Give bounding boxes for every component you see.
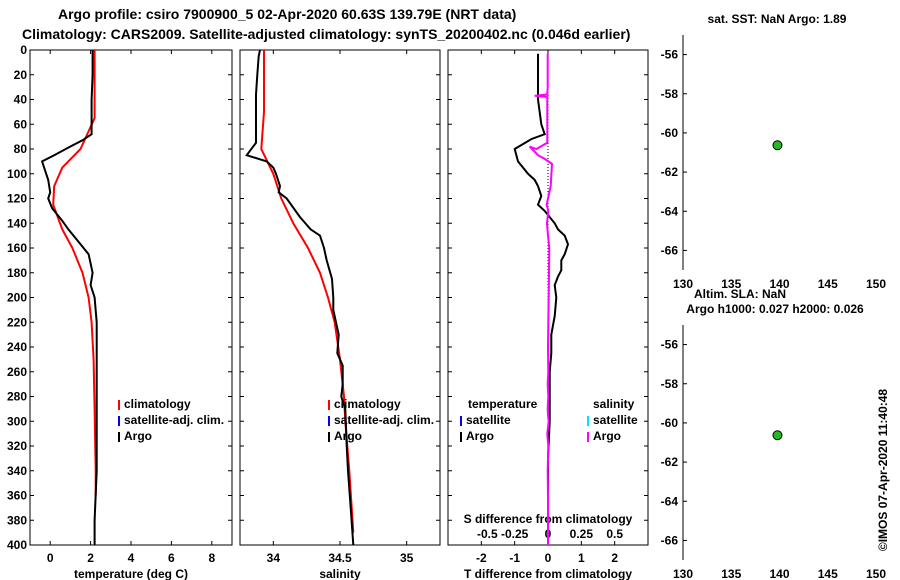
map-sst-ytick-label: -66 — [661, 243, 679, 257]
map-sst-xtick-label: 140 — [769, 277, 789, 291]
map-sla-ytick-label: -56 — [661, 338, 679, 352]
temperature-legend-item-label: Argo — [124, 429, 152, 443]
temperature-legend-item-label: climatology — [124, 397, 191, 411]
figure-title-line2: Climatology: CARS2009. Satellite-adjuste… — [22, 26, 631, 42]
depth-tick-label: 360 — [7, 489, 27, 503]
difference-xlabel: T difference from climatology — [464, 567, 632, 580]
depth-tick-label: 300 — [7, 414, 27, 428]
temperature-xtick-label: 8 — [208, 551, 215, 565]
difference-salinity-argo-line — [528, 53, 554, 545]
depth-tick-label: 20 — [14, 68, 28, 82]
salinity-legend-item-label: satellite-adj. clim. — [334, 413, 434, 427]
difference-xtick-label: 0 — [545, 551, 552, 565]
temperature-xlabel: temperature (deg C) — [74, 567, 188, 580]
difference-s-tick-label: 0.5 — [606, 527, 623, 541]
depth-tick-label: 60 — [14, 117, 28, 131]
temperature-xtick-label: 6 — [168, 551, 175, 565]
temperature-xtick-label: 2 — [87, 551, 94, 565]
map-sst-xtick-label: 135 — [721, 277, 741, 291]
map-sla-argo-point — [772, 430, 783, 441]
temperature-xtick-label: 4 — [128, 551, 135, 565]
figure-title-line1: Argo profile: csiro 7900900_5 02-Apr-202… — [58, 6, 517, 22]
difference-temperature-argo-line — [513, 53, 570, 545]
depth-tick-label: 140 — [7, 216, 27, 230]
map-sla-ytick-label: -66 — [661, 533, 679, 547]
salinity-climatology-line — [260, 50, 355, 533]
depth-tick-label: 400 — [7, 538, 27, 552]
depth-tick-label: 200 — [7, 291, 27, 305]
salinity-legend-item-label: Argo — [334, 429, 362, 443]
map-sst-argo-point — [772, 140, 783, 151]
salinity-xtick-label: 34 — [267, 551, 281, 565]
difference-s-tick-label: 0.25 — [570, 527, 594, 541]
difference-xtick-label: -1 — [509, 551, 520, 565]
difference-legend-temperature-argo-label: Argo — [466, 429, 494, 443]
map-sst-ytick-label: -64 — [661, 204, 679, 218]
salinity-argo-line — [245, 50, 355, 545]
map-sla-ytick-label: -58 — [661, 377, 679, 391]
map-sst-xtick-label: 150 — [866, 277, 886, 291]
difference-legend-temperature-satellite-label: satellite — [466, 413, 511, 427]
map-sst-ytick-label: -60 — [661, 126, 679, 140]
depth-tick-label: 40 — [14, 93, 28, 107]
difference-legend-salinity-argo-label: Argo — [593, 429, 621, 443]
map-sst-ytick-label: -58 — [661, 87, 679, 101]
depth-tick-label: 0 — [20, 43, 27, 57]
map-sla-xtick-label: 135 — [721, 567, 741, 580]
map-sst-title-1: sat. SST: NaN Argo: 1.89 — [708, 12, 847, 26]
depth-tick-label: 80 — [14, 142, 28, 156]
map-sla-ytick-label: -62 — [661, 455, 679, 469]
map-sst-xtick-label: 145 — [818, 277, 838, 291]
map-sla-title-1: Altim. SLA: NaN — [694, 287, 786, 301]
temperature-climatology-line — [52, 50, 97, 496]
map-sla-xtick-label: 150 — [866, 567, 886, 580]
difference-legend-salinity-satellite-label: satellite — [593, 413, 638, 427]
temperature-argo-line — [40, 50, 98, 545]
difference-xtick-label: 2 — [611, 551, 618, 565]
difference-s-tick-label: -0.25 — [501, 527, 529, 541]
difference-s-tick-label: -0.5 — [477, 527, 498, 541]
salinity-legend-item-label: climatology — [334, 397, 401, 411]
map-sla-ytick-label: -60 — [661, 416, 679, 430]
depth-tick-label: 240 — [7, 340, 27, 354]
temperature-legend-item-label: satellite-adj. clim. — [124, 413, 224, 427]
depth-tick-label: 120 — [7, 192, 27, 206]
map-sst-xtick-label: 130 — [673, 277, 693, 291]
salinity-axes-frame — [239, 49, 441, 546]
map-sst-ytick-label: -62 — [661, 165, 679, 179]
depth-tick-label: 220 — [7, 315, 27, 329]
difference-xtick-label: -2 — [476, 551, 487, 565]
difference-xtick-label: 1 — [578, 551, 585, 565]
temperature-axes-frame — [29, 49, 233, 546]
depth-tick-label: 340 — [7, 464, 27, 478]
salinity-xlabel: salinity — [319, 567, 361, 580]
map-sst-ytick-label: -56 — [661, 48, 679, 62]
map-sla-ytick-label: -64 — [661, 494, 679, 508]
map-sla-title-2: Argo h1000: 0.027 h2000: 0.026 — [686, 302, 864, 316]
salinity-xtick-label: 34.5 — [328, 551, 352, 565]
difference-legend-salinity-title: salinity — [593, 397, 635, 411]
temperature-xtick-label: 0 — [47, 551, 54, 565]
depth-tick-label: 280 — [7, 390, 27, 404]
depth-tick-label: 160 — [7, 241, 27, 255]
salinity-xtick-label: 35 — [400, 551, 414, 565]
depth-tick-label: 320 — [7, 439, 27, 453]
map-sla-xtick-label: 130 — [673, 567, 693, 580]
depth-tick-label: 260 — [7, 365, 27, 379]
depth-tick-label: 180 — [7, 266, 27, 280]
depth-tick-label: 380 — [7, 513, 27, 527]
map-sla-xtick-label: 140 — [769, 567, 789, 580]
difference-legend-temperature-title: temperature — [468, 397, 538, 411]
depth-tick-label: 100 — [7, 167, 27, 181]
map-sla-xtick-label: 145 — [818, 567, 838, 580]
imos-timestamp-watermark: ©IMOS 07-Apr-2020 11:40:48 — [876, 389, 890, 552]
